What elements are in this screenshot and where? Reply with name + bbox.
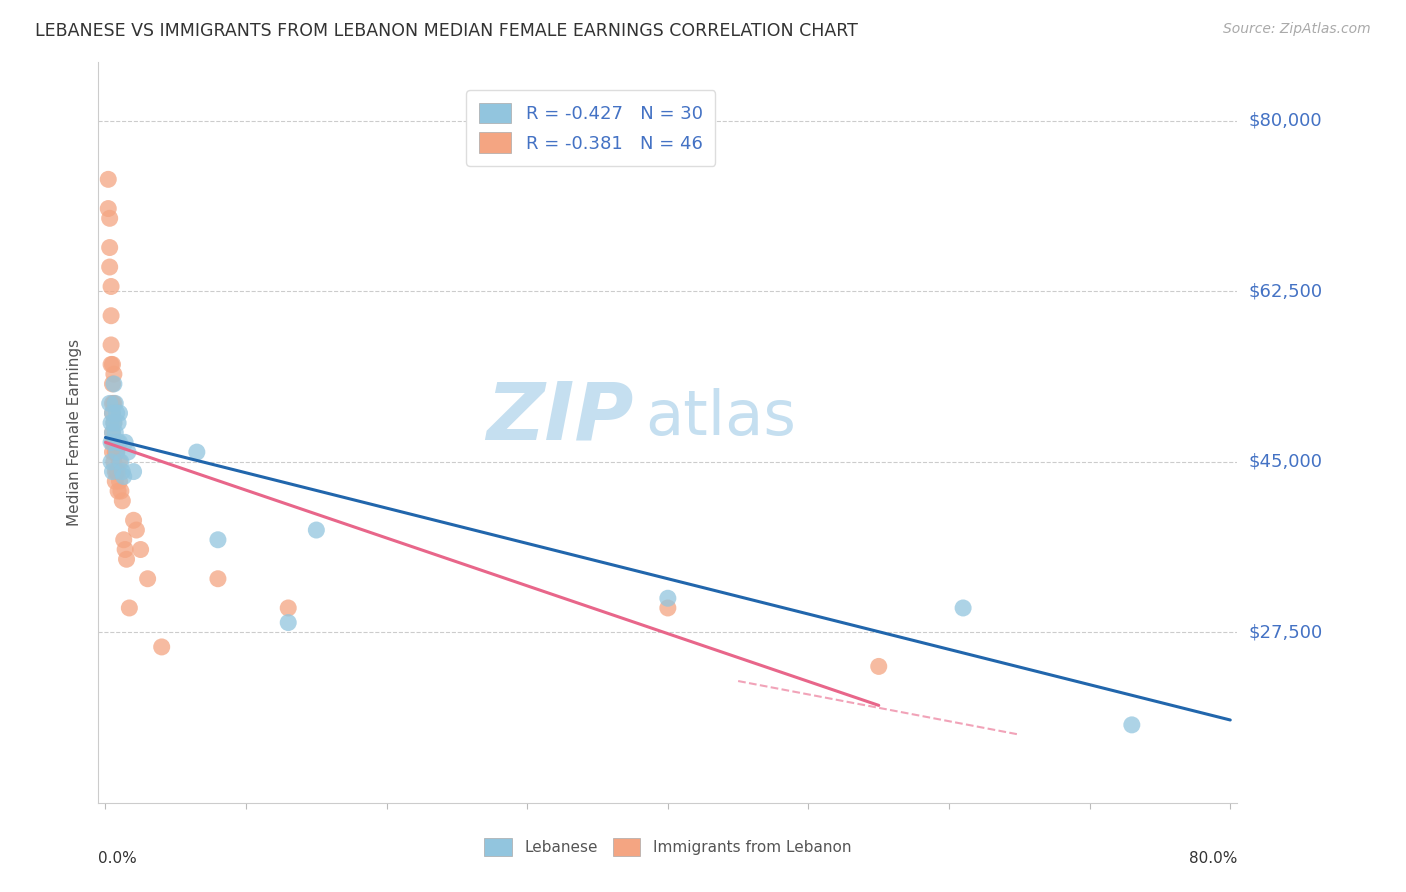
Point [110, 484, 132, 499]
Text: $45,000: $45,000 [1249, 453, 1323, 471]
Point [107, 465, 129, 479]
Point [129, 542, 152, 557]
Point [103, 396, 125, 410]
Point [104, 396, 127, 410]
Point [97, 202, 120, 216]
Text: 0.0%: 0.0% [98, 851, 138, 866]
Text: $27,500: $27,500 [1249, 624, 1323, 641]
Point [101, 406, 124, 420]
Point [101, 445, 124, 459]
Point [114, 435, 136, 450]
Point [122, 465, 145, 479]
Text: ZIP: ZIP [486, 379, 634, 457]
Point [108, 475, 131, 489]
Point [118, 601, 141, 615]
Point [111, 493, 134, 508]
Point [277, 615, 299, 630]
Point [125, 523, 148, 537]
Point [114, 542, 136, 557]
Point [150, 640, 173, 654]
Point [657, 601, 679, 615]
Text: LEBANESE VS IMMIGRANTS FROM LEBANON MEDIAN FEMALE EARNINGS CORRELATION CHART: LEBANESE VS IMMIGRANTS FROM LEBANON MEDI… [35, 22, 858, 40]
Point [868, 659, 890, 673]
Text: $80,000: $80,000 [1249, 112, 1322, 130]
Point [103, 367, 125, 381]
Point [98, 240, 121, 254]
Point [100, 435, 122, 450]
Point [101, 376, 124, 391]
Point [108, 455, 131, 469]
Point [107, 484, 129, 499]
Point [107, 416, 129, 430]
Point [104, 425, 127, 440]
Legend: Lebanese, Immigrants from Lebanon: Lebanese, Immigrants from Lebanon [478, 832, 858, 862]
Point [117, 445, 139, 459]
Point [100, 416, 122, 430]
Point [103, 455, 125, 469]
Point [104, 465, 127, 479]
Y-axis label: Median Female Earnings: Median Female Earnings [67, 339, 83, 526]
Point [1121, 718, 1143, 732]
Point [277, 601, 299, 615]
Point [100, 358, 122, 372]
Point [100, 455, 122, 469]
Point [101, 425, 124, 440]
Point [108, 406, 131, 420]
Point [101, 425, 124, 440]
Point [136, 572, 159, 586]
Point [104, 445, 127, 459]
Point [101, 465, 124, 479]
Point [103, 376, 125, 391]
Point [98, 211, 121, 226]
Point [207, 533, 229, 547]
Point [112, 533, 135, 547]
Point [186, 445, 208, 459]
Text: Source: ZipAtlas.com: Source: ZipAtlas.com [1223, 22, 1371, 37]
Point [110, 455, 132, 469]
Point [104, 435, 127, 450]
Point [101, 435, 124, 450]
Point [105, 445, 128, 459]
Point [103, 416, 125, 430]
Point [101, 406, 124, 420]
Point [952, 601, 974, 615]
Text: atlas: atlas [645, 388, 796, 448]
Point [103, 416, 125, 430]
Point [657, 591, 679, 606]
Point [108, 435, 131, 450]
Point [305, 523, 328, 537]
Point [101, 396, 124, 410]
Text: 80.0%: 80.0% [1189, 851, 1237, 866]
Point [122, 513, 145, 527]
Point [207, 572, 229, 586]
Point [105, 406, 128, 420]
Point [101, 358, 124, 372]
Point [98, 396, 121, 410]
Point [98, 260, 121, 274]
Point [107, 435, 129, 450]
Point [100, 338, 122, 352]
Text: $62,500: $62,500 [1249, 283, 1323, 301]
Point [115, 552, 138, 566]
Point [103, 435, 125, 450]
Point [111, 465, 134, 479]
Point [104, 475, 127, 489]
Point [105, 465, 128, 479]
Point [100, 309, 122, 323]
Point [97, 172, 120, 186]
Point [105, 445, 128, 459]
Point [100, 279, 122, 293]
Point [112, 469, 135, 483]
